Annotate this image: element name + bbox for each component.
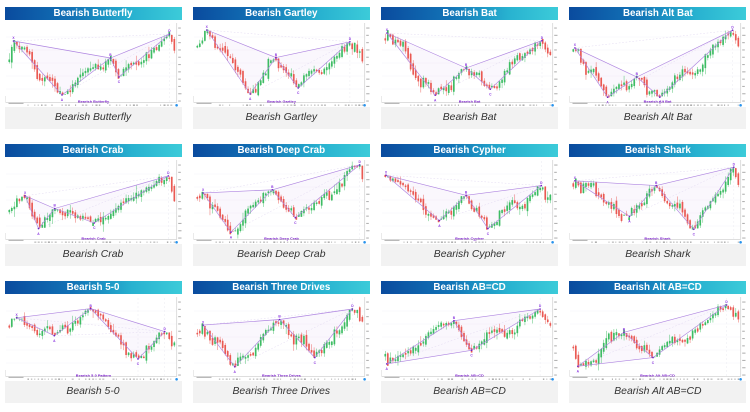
svg-text:X: X bbox=[12, 36, 15, 40]
svg-text:A: A bbox=[386, 367, 389, 371]
svg-text:C: C bbox=[470, 354, 473, 358]
svg-text:D: D bbox=[168, 29, 171, 33]
svg-text:D: D bbox=[733, 162, 736, 166]
svg-text:A: A bbox=[629, 220, 632, 224]
svg-text:Bearish Butterfly: Bearish Butterfly bbox=[77, 99, 109, 104]
svg-text:Bearish Shark: Bearish Shark bbox=[645, 236, 672, 241]
svg-text:C: C bbox=[487, 232, 490, 236]
svg-text:D: D bbox=[726, 300, 729, 304]
svg-text:B: B bbox=[53, 204, 56, 208]
svg-text:C: C bbox=[136, 362, 139, 366]
svg-text:A: A bbox=[438, 224, 441, 228]
svg-text:D: D bbox=[163, 327, 166, 331]
svg-text:Bearish Three Drives: Bearish Three Drives bbox=[262, 373, 301, 378]
svg-text:A: A bbox=[53, 339, 56, 343]
svg-text:C: C bbox=[489, 92, 492, 96]
svg-text:A: A bbox=[434, 98, 437, 102]
svg-text:C: C bbox=[297, 91, 300, 95]
svg-text:X: X bbox=[15, 313, 18, 317]
svg-text:X: X bbox=[385, 170, 388, 174]
svg-text:Bearish 5-0 Pattern: Bearish 5-0 Pattern bbox=[75, 373, 111, 378]
svg-text:D: D bbox=[351, 304, 354, 308]
svg-text:C: C bbox=[313, 361, 316, 365]
svg-text:Bearish AB=CD: Bearish AB=CD bbox=[455, 373, 484, 378]
svg-text:X: X bbox=[574, 176, 577, 180]
svg-text:Bearish Gartley: Bearish Gartley bbox=[267, 99, 297, 104]
svg-text:D: D bbox=[541, 36, 544, 40]
svg-text:X: X bbox=[23, 191, 26, 195]
svg-text:C: C bbox=[652, 361, 655, 365]
svg-text:Bearish Cypher: Bearish Cypher bbox=[455, 236, 484, 241]
svg-text:D: D bbox=[540, 181, 543, 185]
svg-text:C: C bbox=[117, 80, 120, 84]
svg-text:B: B bbox=[465, 191, 468, 195]
svg-text:B: B bbox=[278, 315, 281, 319]
svg-text:Bearish Alt AB=CD: Bearish Alt AB=CD bbox=[640, 373, 675, 378]
svg-text:B: B bbox=[453, 316, 456, 320]
svg-text:Bearish Deep Crab: Bearish Deep Crab bbox=[264, 236, 299, 241]
svg-text:D: D bbox=[539, 304, 542, 308]
svg-text:B: B bbox=[465, 63, 468, 67]
svg-text:D: D bbox=[167, 171, 170, 175]
svg-text:A: A bbox=[577, 370, 580, 374]
svg-text:B: B bbox=[623, 328, 626, 332]
svg-text:X: X bbox=[205, 25, 208, 29]
svg-text:B: B bbox=[636, 72, 639, 76]
svg-text:A: A bbox=[233, 370, 236, 374]
svg-text:D: D bbox=[358, 160, 361, 164]
svg-text:Bearish Alt Bat: Bearish Alt Bat bbox=[644, 99, 672, 104]
svg-text:D: D bbox=[732, 25, 735, 29]
svg-text:Bearish Bat: Bearish Bat bbox=[459, 99, 481, 104]
svg-text:X: X bbox=[386, 28, 389, 32]
svg-text:C: C bbox=[294, 221, 297, 225]
svg-text:Bearish Crab: Bearish Crab bbox=[81, 236, 106, 241]
svg-text:B: B bbox=[89, 304, 92, 308]
svg-text:A: A bbox=[60, 98, 63, 102]
svg-text:D: D bbox=[349, 37, 352, 41]
svg-text:B: B bbox=[271, 185, 274, 189]
svg-text:X: X bbox=[202, 320, 205, 324]
svg-text:X: X bbox=[202, 188, 205, 192]
svg-text:A: A bbox=[230, 235, 233, 239]
svg-text:C: C bbox=[93, 226, 96, 230]
svg-text:A: A bbox=[37, 232, 40, 236]
svg-text:B: B bbox=[109, 53, 112, 57]
svg-text:C: C bbox=[693, 233, 696, 237]
svg-text:X: X bbox=[574, 43, 577, 47]
svg-text:B: B bbox=[275, 53, 278, 57]
svg-text:B: B bbox=[655, 181, 658, 185]
svg-text:A: A bbox=[249, 97, 252, 101]
